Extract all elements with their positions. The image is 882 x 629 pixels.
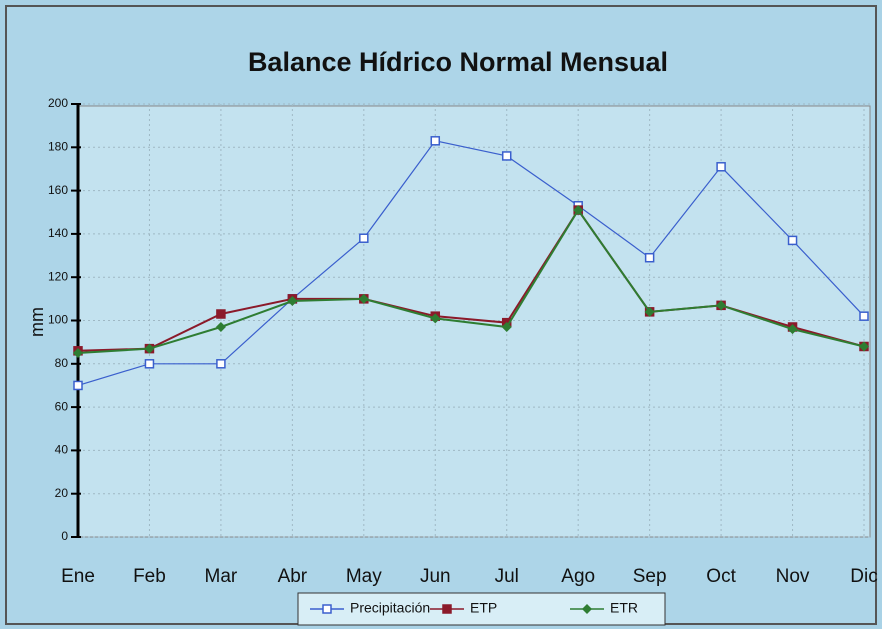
marker — [582, 604, 592, 614]
y-tick-label: 180 — [48, 139, 68, 153]
marker — [430, 136, 441, 146]
y-tick-label: 80 — [55, 356, 69, 370]
y-tick-label: 100 — [48, 313, 68, 327]
x-tick-label: Sep — [633, 566, 667, 587]
series-line — [77, 208, 865, 354]
plot-area — [77, 105, 871, 538]
y-tick-label: 40 — [55, 443, 69, 457]
series-line — [77, 140, 865, 387]
legend-label: Precipitación — [350, 600, 430, 616]
x-tick-label: Ene — [61, 566, 95, 587]
y-tick-label: 120 — [48, 269, 68, 283]
marker — [287, 296, 298, 307]
y-tick-label: 200 — [48, 96, 68, 110]
y-axis-label: mm — [27, 307, 47, 337]
x-tick-label: Mar — [205, 566, 238, 587]
legend-label: ETP — [470, 600, 497, 616]
x-tick-label: Dic — [850, 566, 877, 587]
y-tick-label: 0 — [61, 529, 68, 543]
marker — [73, 380, 83, 391]
marker — [859, 311, 869, 321]
x-tick-label: May — [346, 566, 382, 587]
marker — [573, 205, 584, 216]
marker — [144, 343, 155, 354]
x-tick-label: Jul — [495, 566, 519, 587]
marker — [359, 233, 369, 243]
marker — [716, 162, 726, 172]
y-tick-label: 140 — [48, 226, 68, 240]
marker — [501, 321, 512, 332]
y-tick-label: 160 — [48, 183, 68, 197]
x-tick-label: Abr — [278, 566, 308, 587]
marker — [787, 324, 798, 335]
legend-label: ETR — [610, 600, 638, 616]
marker — [430, 313, 441, 324]
marker — [358, 293, 369, 304]
marker — [216, 359, 226, 369]
marker — [442, 604, 452, 614]
marker — [644, 306, 655, 317]
marker — [859, 341, 869, 352]
x-tick-label: Oct — [706, 566, 736, 587]
chart-title: Balance Hídrico Normal Mensual — [248, 47, 668, 77]
marker — [787, 235, 798, 246]
marker — [216, 309, 226, 319]
marker — [644, 252, 655, 263]
marker — [73, 347, 83, 358]
y-tick-label: 60 — [55, 399, 69, 413]
x-tick-label: Ago — [561, 566, 595, 587]
x-tick-label: Feb — [133, 566, 166, 587]
marker — [215, 321, 226, 332]
x-tick-label: Jun — [420, 566, 451, 587]
marker — [144, 359, 155, 369]
y-tick-label: 20 — [55, 486, 69, 500]
x-tick-label: Nov — [776, 566, 810, 587]
marker — [716, 300, 727, 311]
marker — [501, 151, 512, 161]
marker — [322, 604, 332, 614]
